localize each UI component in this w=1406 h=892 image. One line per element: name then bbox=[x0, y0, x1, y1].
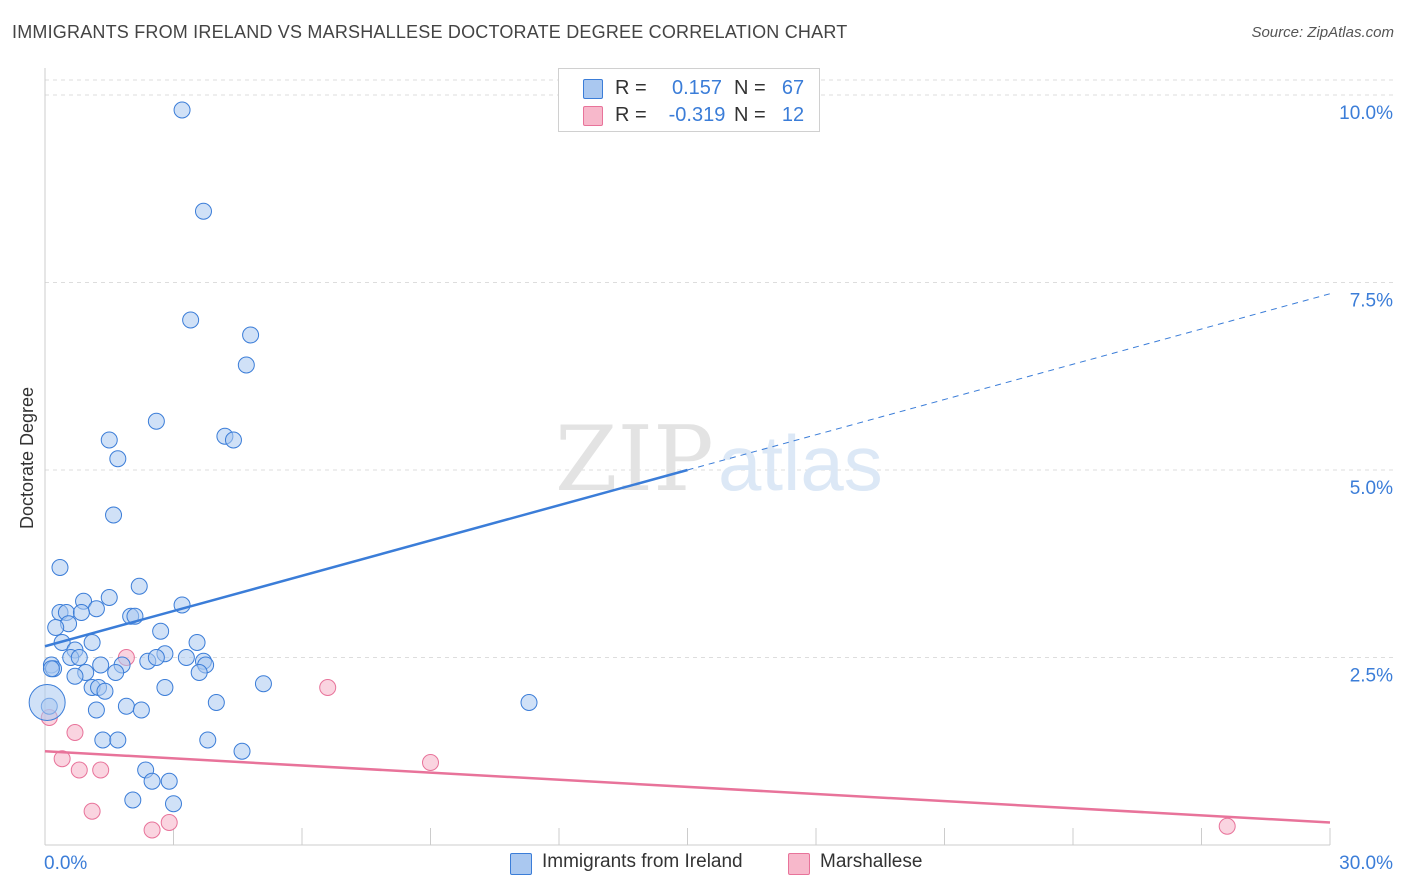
marshallese-points bbox=[40, 649, 1236, 839]
legend-n-value: 67 bbox=[781, 77, 805, 99]
ireland-point bbox=[94, 731, 112, 749]
marshallese-point bbox=[92, 761, 110, 779]
ireland-point bbox=[143, 772, 161, 790]
ireland-point bbox=[254, 675, 272, 693]
ireland-point bbox=[130, 577, 148, 595]
y-tick-label: 7.5% bbox=[1350, 291, 1393, 312]
ireland-point bbox=[105, 506, 123, 524]
ireland-point bbox=[188, 634, 206, 651]
ireland-point bbox=[152, 622, 170, 640]
marshallese-point bbox=[1218, 817, 1236, 835]
ireland-point bbox=[87, 600, 105, 618]
marshallese-point bbox=[319, 679, 337, 696]
ireland-point bbox=[160, 772, 178, 790]
marshallese-point bbox=[143, 821, 161, 839]
ireland-point bbox=[224, 431, 242, 449]
tick-labels: 2.5% 5.0% 7.5% 10.0% 0.0% 30.0% bbox=[44, 103, 1393, 874]
marshallese-trend-line bbox=[44, 750, 1331, 824]
ireland-point bbox=[70, 649, 88, 666]
ireland-point bbox=[124, 791, 142, 809]
ireland-point bbox=[42, 660, 60, 678]
ireland-point bbox=[100, 589, 118, 606]
watermark-atlas: atlas bbox=[718, 419, 883, 507]
bottom-legend-label: Marshallese bbox=[820, 851, 923, 872]
ireland-point bbox=[177, 649, 195, 666]
ireland-point bbox=[72, 604, 90, 621]
legend-swatch-marshallese bbox=[583, 106, 603, 126]
legend-r-value: 0.157 bbox=[671, 77, 723, 99]
ireland-trend-line bbox=[44, 468, 688, 648]
ireland-point bbox=[109, 450, 127, 468]
ireland-point bbox=[66, 667, 84, 685]
ireland-point bbox=[237, 356, 255, 374]
ireland-point bbox=[233, 742, 251, 760]
legend-n-label: N = bbox=[734, 104, 766, 126]
marshallese-point bbox=[53, 750, 71, 768]
ireland-point bbox=[165, 795, 182, 813]
ireland-point bbox=[520, 694, 538, 711]
ireland-point bbox=[107, 664, 125, 681]
chart-title: IMMIGRANTS FROM IRELAND VS MARSHALLESE D… bbox=[12, 22, 848, 42]
axes bbox=[44, 68, 1331, 846]
ireland-point bbox=[117, 697, 135, 715]
ireland-point bbox=[47, 619, 65, 636]
ireland-point bbox=[87, 701, 105, 719]
x-tick-label: 0.0% bbox=[44, 853, 87, 874]
ireland-point bbox=[92, 656, 110, 674]
ireland-point bbox=[156, 679, 174, 696]
ireland-point bbox=[147, 649, 165, 666]
ireland-points bbox=[28, 101, 538, 813]
marshallese-point bbox=[160, 814, 178, 831]
ireland-point bbox=[96, 682, 114, 700]
legend-swatch-ireland bbox=[583, 79, 603, 99]
bottom-legend-swatch-marshallese bbox=[788, 853, 810, 875]
chart-source: Source: ZipAtlas.com bbox=[1251, 24, 1394, 41]
x-tick-label: 30.0% bbox=[1339, 853, 1393, 874]
trend-lines bbox=[44, 293, 1331, 824]
ireland-point bbox=[28, 684, 66, 721]
bottom-legend-swatch-ireland bbox=[510, 853, 532, 875]
y-tick-label: 2.5% bbox=[1350, 666, 1393, 687]
marshallese-point bbox=[83, 802, 101, 820]
ireland-point bbox=[199, 731, 217, 749]
ireland-point bbox=[207, 694, 225, 711]
legend-r-label: R = bbox=[615, 77, 647, 99]
y-tick-label: 10.0% bbox=[1339, 103, 1393, 124]
legend-n-label: N = bbox=[734, 77, 766, 99]
legend-r-label: R = bbox=[615, 104, 647, 126]
ireland-trend-extension bbox=[687, 293, 1331, 471]
marshallese-point bbox=[70, 761, 88, 779]
ireland-point bbox=[242, 326, 260, 344]
watermark-zip: ZIP bbox=[555, 407, 714, 512]
ireland-point bbox=[83, 634, 101, 651]
ireland-point bbox=[182, 311, 200, 329]
y-tick-label: 5.0% bbox=[1350, 478, 1393, 499]
marshallese-point bbox=[422, 754, 439, 771]
ireland-point bbox=[190, 664, 208, 681]
ireland-point bbox=[51, 559, 69, 576]
ireland-point bbox=[147, 412, 165, 430]
legend-r-value: -0.319 bbox=[668, 104, 726, 126]
ireland-point bbox=[194, 202, 212, 220]
marshallese-point bbox=[66, 724, 84, 741]
ireland-point bbox=[132, 701, 150, 719]
stats-legend: R = 0.157 N = 67 R = -0.319 N = 12 bbox=[558, 68, 820, 132]
ireland-point bbox=[109, 731, 127, 749]
legend-n-value: 12 bbox=[781, 104, 805, 126]
bottom-legend-label: Immigrants from Ireland bbox=[542, 851, 743, 872]
ireland-point bbox=[100, 431, 118, 449]
y-axis-label: Doctorate Degree bbox=[17, 387, 37, 529]
ireland-point bbox=[173, 101, 191, 119]
watermark: ZIP atlas bbox=[555, 407, 883, 512]
